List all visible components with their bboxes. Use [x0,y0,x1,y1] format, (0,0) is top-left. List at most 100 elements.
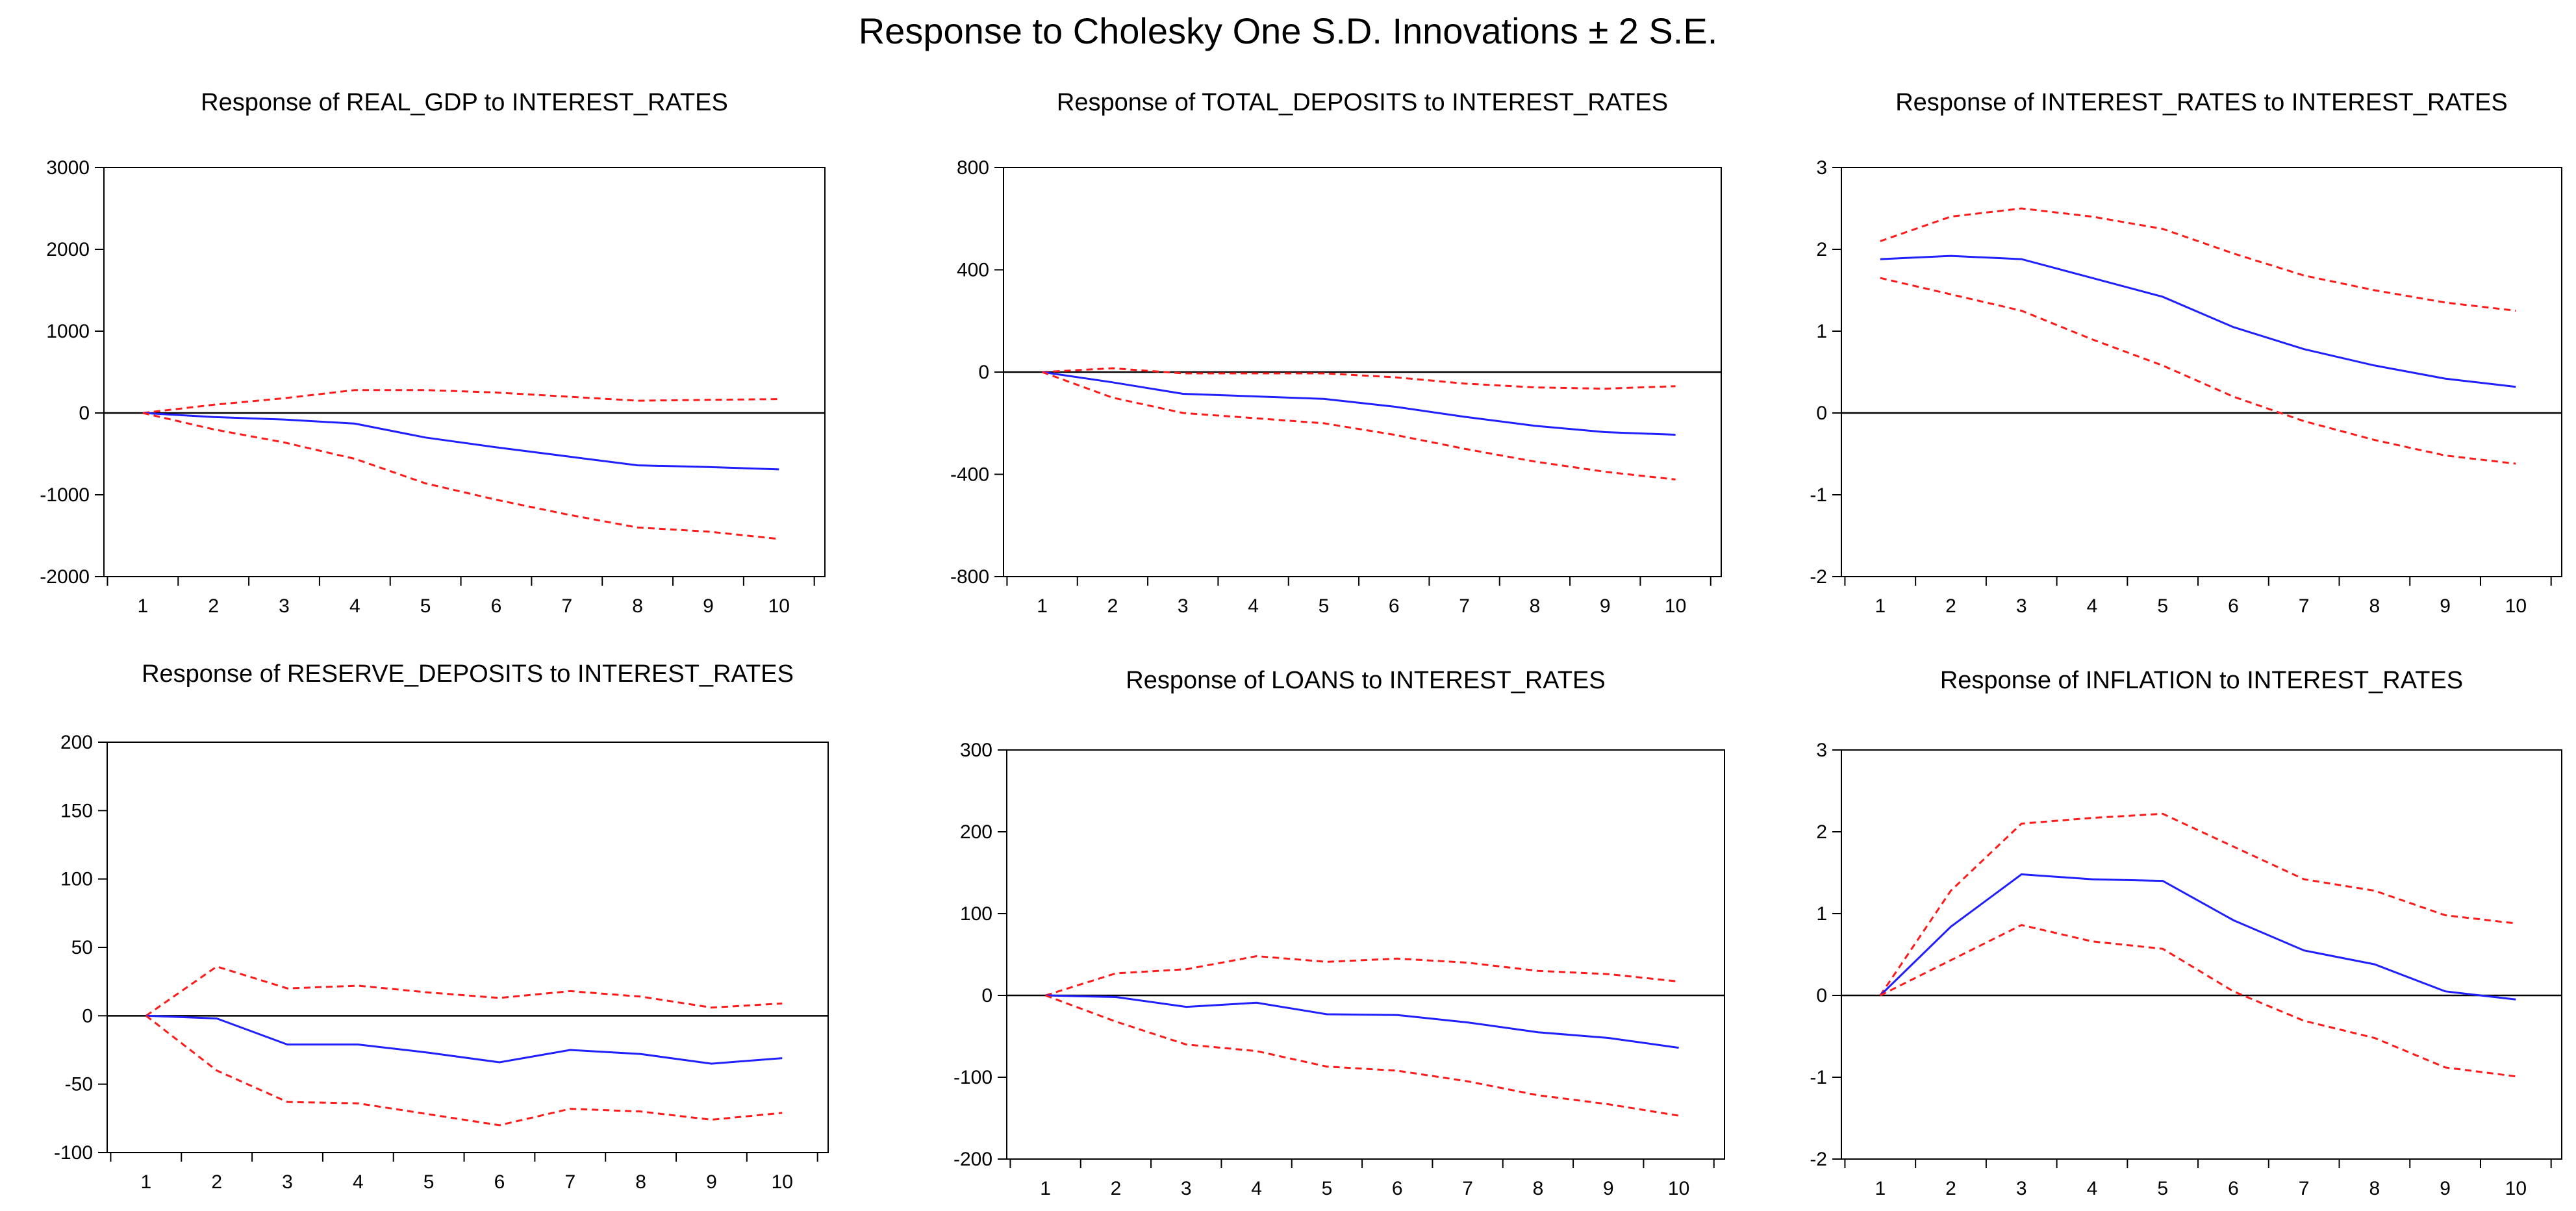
x-tick-label: 5 [2157,595,2168,617]
y-tick-label: 0 [82,1005,93,1027]
x-tick-label: 7 [564,1171,575,1193]
x-tick-label: 10 [772,1171,793,1193]
plot-frame [107,742,829,1153]
y-tick-label: -50 [65,1074,93,1095]
x-tick-label: 7 [2299,1178,2310,1199]
confidence-band-lower-line [145,1015,783,1127]
confidence-band-upper-line [1880,207,2516,312]
x-tick-label: 4 [2087,595,2098,617]
y-tick-label: 150 [60,800,93,821]
x-tick-label: 3 [1181,1178,1192,1199]
plot-frame [103,167,826,577]
y-tick-label: 300 [960,740,992,761]
x-tick-label: 1 [1875,1178,1886,1199]
y-tick-label: 0 [978,362,989,383]
confidence-band-upper-line [145,965,783,1017]
y-tick-label: 800 [957,157,989,179]
x-tick-label: 7 [2299,595,2310,617]
x-tick-label: 9 [1600,595,1611,617]
panel-title: Response of RESERVE_DEPOSITS to INTEREST… [142,660,794,688]
y-tick-label: -2 [1810,1149,1827,1170]
x-tick-label: 2 [1107,595,1118,617]
response-line [145,1014,783,1065]
x-tick-label: 1 [1040,1178,1051,1199]
x-tick-label: 6 [2228,595,2239,617]
y-tick-label: -1 [1810,1067,1827,1088]
y-tick-label: 2000 [46,239,90,260]
plot-frame [1841,749,2562,1160]
response-line [1879,873,2516,1001]
panel-title: Response of INTEREST_RATES to INTEREST_R… [1895,89,2508,116]
y-tick-label: -200 [953,1149,992,1170]
x-tick-label: 2 [1945,595,1956,617]
y-tick-label: -1 [1810,484,1827,506]
y-tick-label: 400 [957,260,989,281]
x-tick-label: 10 [2505,595,2527,617]
x-tick-label: 10 [2505,1178,2527,1199]
x-tick-label: 8 [632,595,643,617]
y-tick-label: -2 [1810,566,1827,588]
x-tick-label: 1 [141,1171,152,1193]
y-tick-label: -1000 [40,484,90,506]
y-tick-label: -800 [950,566,989,588]
y-tick-label: 3 [1816,157,1827,179]
y-tick-label: 0 [1816,985,1827,1006]
x-tick-label: 3 [1178,595,1189,617]
response-line [142,412,779,471]
x-tick-label: 4 [353,1171,364,1193]
y-tick-label: 1 [1816,903,1827,925]
panel-title: Response of TOTAL_DEPOSITS to INTEREST_R… [1057,89,1668,116]
panel-title: Response of REAL_GDP to INTEREST_RATES [201,89,728,116]
x-tick-label: 7 [1462,1178,1473,1199]
confidence-band-lower-line [1045,994,1679,1117]
x-tick-label: 6 [491,595,502,617]
x-tick-label: 5 [423,1171,435,1193]
y-tick-label: 1000 [46,321,90,342]
x-tick-label: 6 [494,1171,505,1193]
x-tick-label: 9 [1603,1178,1614,1199]
y-tick-label: 100 [60,869,93,890]
y-tick-label: 1 [1816,321,1827,342]
x-tick-label: 1 [1875,595,1886,617]
x-tick-label: 10 [1665,595,1686,617]
y-tick-label: 2 [1816,239,1827,260]
x-tick-label: 2 [1945,1178,1956,1199]
x-tick-label: 5 [2157,1178,2168,1199]
x-tick-label: 9 [706,1171,717,1193]
x-tick-label: 4 [2087,1178,2098,1199]
y-tick-label: 0 [79,403,90,424]
x-tick-label: 4 [349,595,360,617]
response-line [1045,994,1679,1049]
confidence-band-upper-line [1879,812,2516,996]
confidence-band-lower-line [142,412,779,540]
response-line [1042,371,1676,436]
x-tick-label: 7 [1459,595,1470,617]
y-tick-label: 0 [981,985,992,1006]
figure-title: Response to Cholesky One S.D. Innovation… [858,10,1718,51]
x-tick-label: 2 [1111,1178,1122,1199]
x-tick-label: 1 [138,595,149,617]
x-tick-label: 9 [703,595,714,617]
y-tick-label: -400 [950,464,989,486]
confidence-band-upper-line [1042,367,1676,390]
x-tick-label: 3 [279,595,290,617]
y-tick-label: -100 [953,1067,992,1088]
x-tick-label: 8 [635,1171,646,1193]
x-tick-label: 5 [420,595,431,617]
y-tick-label: 100 [960,903,992,925]
confidence-band-upper-line [142,389,779,414]
x-tick-label: 10 [768,595,790,617]
x-tick-label: 6 [1392,1178,1403,1199]
response-line [1880,255,2516,388]
x-tick-label: 6 [2228,1178,2239,1199]
confidence-band-upper-line [1045,955,1679,997]
x-tick-label: 5 [1319,595,1330,617]
plot-frame [1841,167,2562,577]
x-tick-label: 3 [282,1171,293,1193]
y-tick-label: -100 [54,1142,93,1164]
y-tick-label: 200 [60,732,93,753]
panel-title: Response of INFLATION to INTEREST_RATES [1940,667,2463,694]
x-tick-label: 8 [1530,595,1541,617]
x-tick-label: 9 [2440,1178,2451,1199]
